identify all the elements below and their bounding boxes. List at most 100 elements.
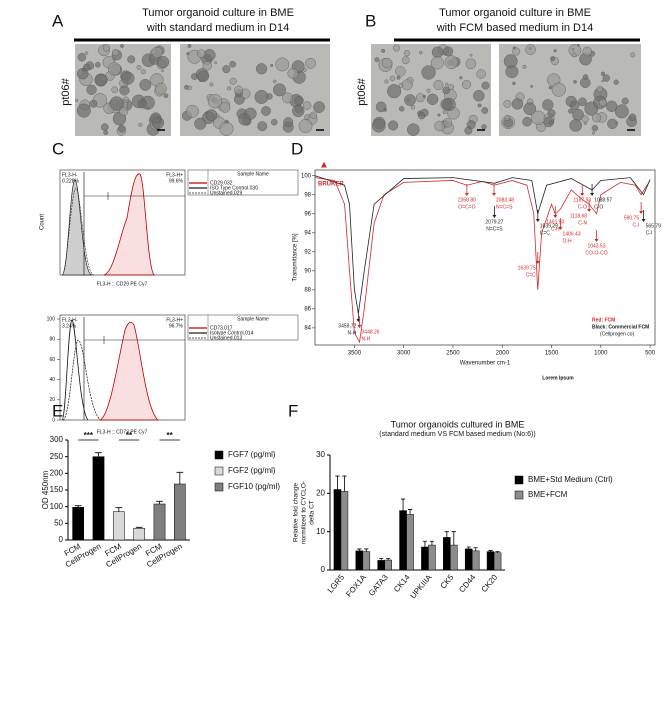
organoid xyxy=(431,46,444,59)
arrow-head xyxy=(639,211,644,214)
y-tick-label: 98 xyxy=(304,192,311,198)
x-tick-label: 3000 xyxy=(397,351,411,357)
y-tick-label: 60 xyxy=(49,357,55,363)
annotation-group: N-H xyxy=(362,336,371,342)
organoid xyxy=(440,98,453,111)
organoid xyxy=(392,44,401,52)
organoid xyxy=(511,98,524,110)
annotation-group: N=C=S xyxy=(486,226,503,232)
organoid xyxy=(591,113,602,123)
panel-label: F xyxy=(288,401,298,420)
organoid xyxy=(203,49,216,62)
legend-entry: CD73.017 xyxy=(210,325,233,331)
organoid xyxy=(477,103,482,108)
annotation-value: 2358.80 xyxy=(458,197,476,203)
legend-note: (Cellprogen co) xyxy=(600,331,635,337)
y-tick-label: 100 xyxy=(301,173,312,179)
organoid xyxy=(607,118,618,129)
legend-entry: CD29.032 xyxy=(210,180,233,186)
annotation-group: C=C xyxy=(540,230,551,236)
organoid xyxy=(388,120,399,131)
gate-pct: 0.228% xyxy=(62,178,80,184)
y-tick-label: 50 xyxy=(54,518,63,527)
arrow-head xyxy=(535,261,540,264)
annotation-value: 1639.29 xyxy=(540,223,558,229)
organoid xyxy=(287,68,299,79)
legend-entry: Unstained.013 xyxy=(210,335,242,341)
error-bar xyxy=(444,531,449,538)
arrow-head xyxy=(553,215,558,218)
organoid xyxy=(234,85,243,95)
gate-pct: 99.6% xyxy=(169,178,184,184)
organoid xyxy=(442,86,451,95)
organoid xyxy=(601,79,604,83)
panel-label: A xyxy=(52,11,64,30)
bar xyxy=(443,537,451,571)
error-bar xyxy=(407,509,413,515)
annotation-group: N-H xyxy=(347,330,356,336)
error-bar xyxy=(473,547,478,551)
organoid xyxy=(103,130,109,135)
organoid xyxy=(434,120,445,132)
organoid xyxy=(396,75,401,80)
y-tick-label: 90 xyxy=(304,268,311,274)
annotation-group: C-H xyxy=(551,226,560,232)
x-tick-label: 2500 xyxy=(446,351,460,357)
sample-label: pt06# xyxy=(356,77,368,105)
error-bar xyxy=(74,505,82,508)
organoid xyxy=(111,86,118,94)
organoid xyxy=(374,57,380,63)
organoid xyxy=(275,57,290,72)
organoid xyxy=(222,65,231,74)
error-bar xyxy=(386,558,391,561)
legend-entry: FGF2 (pg/ml) xyxy=(228,466,276,475)
annotation-value: 2079.27 xyxy=(485,219,503,225)
organoid xyxy=(266,93,273,100)
annotation-value: 590.75 xyxy=(624,215,640,221)
significance-label: *** xyxy=(84,431,94,440)
bar xyxy=(72,507,85,541)
legend-swatch xyxy=(514,475,524,485)
organoid xyxy=(481,81,490,90)
x-tick-label: CK20 xyxy=(479,572,499,594)
organoid xyxy=(600,71,606,76)
organoid xyxy=(582,74,589,80)
organoid xyxy=(303,68,307,72)
bar xyxy=(493,552,502,571)
organoid xyxy=(401,79,413,91)
organoid xyxy=(255,63,268,75)
organoid xyxy=(418,50,423,55)
organoid xyxy=(481,107,489,114)
legend-entry: Black: Commercial FCM xyxy=(592,324,649,330)
legend-swatch xyxy=(214,450,224,460)
organoid xyxy=(548,86,552,90)
y-tick-label: 10 xyxy=(316,527,325,536)
gate-label: FL3-H+ xyxy=(166,317,183,323)
error-bar xyxy=(115,507,123,512)
organoid xyxy=(581,115,589,123)
y-tick-label: 30 xyxy=(316,450,325,459)
axis-label: Transmittance [%] xyxy=(293,233,299,281)
annotation-group: O=C=O xyxy=(458,204,475,210)
organoid xyxy=(205,109,218,122)
organoid xyxy=(282,92,294,104)
bar xyxy=(340,491,349,571)
x-tick-label: 1000 xyxy=(594,351,608,357)
organoid xyxy=(313,101,325,113)
y-tick-label: 100 xyxy=(47,316,56,322)
organoid xyxy=(426,88,431,93)
legend-header: Sample Name xyxy=(237,171,269,177)
organoid xyxy=(433,80,444,90)
x-tick-label: CK5 xyxy=(439,572,456,590)
organoid xyxy=(77,53,87,62)
organoid xyxy=(582,46,593,57)
organoid xyxy=(528,47,532,50)
organoid xyxy=(257,121,268,132)
organoid xyxy=(383,108,387,112)
organoid xyxy=(89,99,98,108)
organoid xyxy=(530,85,534,88)
organoid xyxy=(305,57,316,69)
organoid xyxy=(503,54,518,69)
error-bar xyxy=(400,498,406,511)
organoid xyxy=(95,61,101,68)
